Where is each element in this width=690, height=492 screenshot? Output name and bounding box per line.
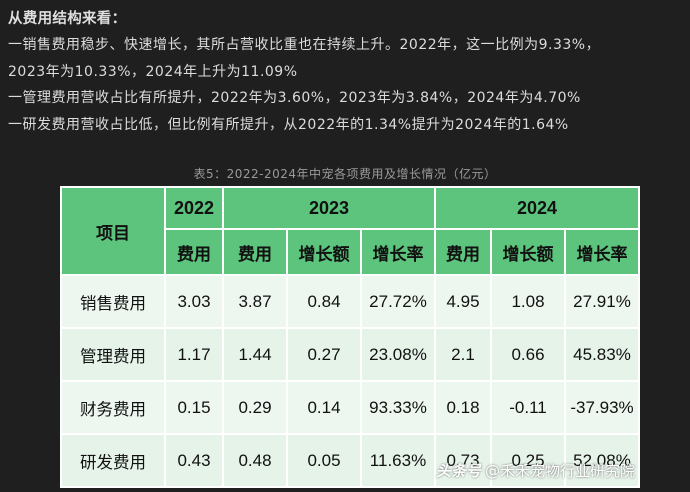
subheader-cost-2023: 费用 — [222, 228, 288, 276]
expense-table: 项目 2022 2023 2024 费用 费用 增长额 增长率 费用 增长额 增… — [60, 186, 640, 488]
table-cell: 0.48 — [222, 433, 288, 488]
year-header-2024: 2024 — [434, 186, 640, 230]
paragraph-line-2: 2023年为10.33%，2024年上升为11.09% — [8, 63, 298, 80]
paragraph-line-1: 一销售费用稳步、快速增长，其所占营收比重也在持续上升。2022年，这一比例为9.… — [8, 37, 601, 53]
subheader-increase-2024: 增长额 — [490, 228, 566, 276]
paragraph-line-3: 一管理费用营收占比有所提升，2022年为3.60%，2023年为3.84%，20… — [8, 90, 581, 106]
table-cell: 93.33% — [360, 380, 436, 435]
table-cell: 27.91% — [564, 274, 640, 329]
subheader-cost-2024: 费用 — [434, 228, 492, 276]
table-cell: 0.18 — [434, 380, 492, 435]
table-cell: 0.15 — [164, 380, 224, 435]
table-cell: 3.03 — [164, 274, 224, 329]
table-cell: 0.25 — [490, 433, 566, 488]
table-row: 研发费用 0.43 0.48 0.05 11.63% 0.73 0.25 52.… — [60, 433, 640, 488]
table-cell: 2.1 — [434, 327, 492, 382]
table-cell: -37.93% — [564, 380, 640, 435]
paragraph-line-4: 一研发费用营收占比低，但比例有所提升，从2022年的1.34%提升为2024年的… — [8, 116, 569, 133]
table-cell: 45.83% — [564, 327, 640, 382]
table-cell: 1.44 — [222, 327, 288, 382]
watermark-text: @禾禾宠物行业研究院 — [485, 462, 636, 480]
table-cell: 11.63% — [360, 433, 436, 488]
subheader-growth-2024: 增长率 — [564, 228, 640, 276]
watermark: 头条号 @禾禾宠物行业研究院 — [436, 460, 635, 481]
item-header: 项目 — [60, 186, 166, 276]
table-cell: 0.27 — [286, 327, 362, 382]
subheader-increase-2023: 增长额 — [286, 228, 362, 276]
subheader-cost-2022: 费用 — [164, 228, 224, 276]
table-row: 销售费用 3.03 3.87 0.84 27.72% 4.95 1.08 27.… — [60, 274, 640, 329]
table-cell: 4.95 — [434, 274, 492, 329]
subheader-growth-2023: 增长率 — [360, 228, 436, 276]
text-block: 从费用结构来看： 一销售费用稳步、快速增长，其所占营收比重也在持续上升。2022… — [8, 6, 684, 138]
table-row: 财务费用 0.15 0.29 0.14 93.33% 0.18 -0.11 -3… — [60, 380, 640, 435]
table-cell: 0.84 — [286, 274, 362, 329]
table-cell: 1.08 — [490, 274, 566, 329]
table-cell: 3.87 — [222, 274, 288, 329]
year-header-2022: 2022 — [164, 186, 224, 230]
table-caption: 表5：2022-2024年中宠各项费用及增长情况（亿元） — [193, 167, 497, 181]
row-name: 管理费用 — [60, 327, 166, 382]
year-header-2023: 2023 — [222, 186, 436, 230]
table-cell: 0.05 — [286, 433, 362, 488]
table-cell: 52.08% — [564, 433, 640, 488]
table-row: 管理费用 1.17 1.44 0.27 23.08% 2.1 0.66 45.8… — [60, 327, 640, 382]
section-heading: 从费用结构来看： — [8, 11, 127, 27]
table-cell: 0.29 — [222, 380, 288, 435]
table-cell: 27.72% — [360, 274, 436, 329]
row-name: 财务费用 — [60, 380, 166, 435]
table-cell: 0.66 — [490, 327, 566, 382]
table-cell: 1.17 — [164, 327, 224, 382]
table-cell: -0.11 — [490, 380, 566, 435]
row-name: 销售费用 — [60, 274, 166, 329]
table-cell: 23.08% — [360, 327, 436, 382]
table-cell: 0.14 — [286, 380, 362, 435]
table-cell: 0.43 — [164, 433, 224, 488]
watermark-logo: 头条号 — [436, 462, 482, 480]
table-cell: 0.73 — [434, 433, 492, 488]
row-name: 研发费用 — [60, 433, 166, 488]
